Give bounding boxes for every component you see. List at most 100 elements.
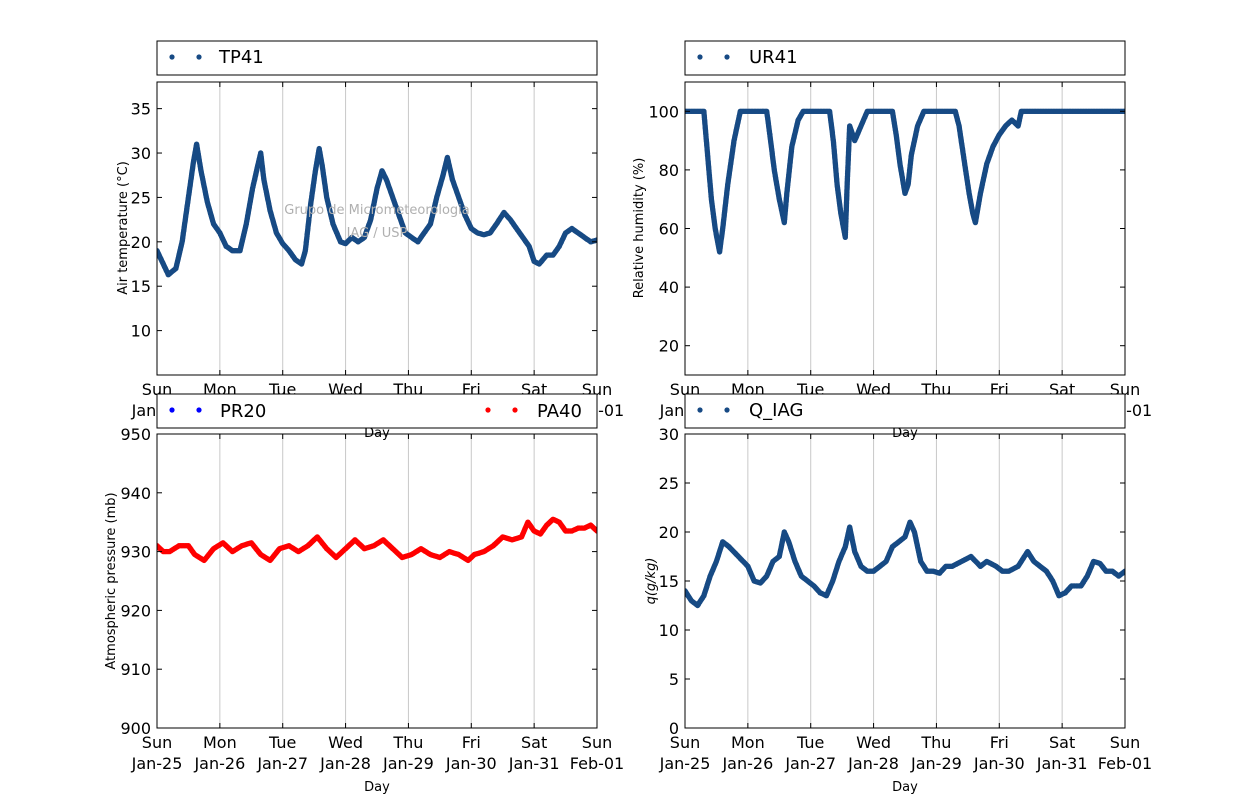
legend-marker <box>485 407 491 413</box>
y-tick-label: 5 <box>669 670 679 689</box>
x-tick-label: Sat <box>521 733 547 752</box>
legend-marker <box>697 407 703 413</box>
x-tick-label: Jan-25 <box>659 754 711 773</box>
y-tick-label: 910 <box>120 660 151 679</box>
series-points <box>157 516 597 564</box>
x-tick-label: Sun <box>670 733 700 752</box>
y-tick-label: 950 <box>120 425 151 444</box>
data-point <box>1122 568 1125 574</box>
x-tick-label: Wed <box>328 733 363 752</box>
x-tick-label: Jan-25 <box>131 754 183 773</box>
x-axis-label: Day <box>364 780 390 795</box>
x-tick-label: Jan-27 <box>784 754 836 773</box>
legend-marker <box>169 54 175 60</box>
y-tick-label: 900 <box>120 719 151 738</box>
watermark-line1: Grupo de Micrometeorologia <box>284 203 470 218</box>
chart-q-iag: 0 5 10 15 20 25 30 Sun Jan-25 Mon Jan-26 Tue Jan-27 W… <box>644 425 1152 795</box>
legend-box <box>684 393 1126 429</box>
y-tick-label: 30 <box>659 425 679 444</box>
plot-area-pressure: 900 910 920 930 940 950 Sun Jan-25 Mon Jan-26 Tue J… <box>120 425 624 773</box>
x-tick-label: Fri <box>462 733 481 752</box>
y-tick-label: 15 <box>131 277 151 296</box>
y-tick-label: 35 <box>131 100 151 119</box>
y-tick-label: 40 <box>659 278 679 297</box>
legend-label: Q_IAG <box>749 400 803 421</box>
y-tick-label: 60 <box>659 220 679 239</box>
legend-marker <box>512 407 518 413</box>
legend-box <box>156 393 598 429</box>
x-tick-label: Thu <box>392 733 423 752</box>
x-tick-label: Jan-30 <box>445 754 497 773</box>
y-tick-label: 20 <box>659 523 679 542</box>
data-point <box>594 528 597 534</box>
y-tick-label: 80 <box>659 161 679 180</box>
watermark-line2: IAG / USP <box>347 226 408 241</box>
x-tick-label: Wed <box>856 733 891 752</box>
x-tick-label: Sun <box>1110 733 1140 752</box>
y-tick-label: 25 <box>659 474 679 493</box>
plot-area-q-iag: 0 5 10 15 20 25 30 Sun Jan-25 Mon Jan-26 Tue Jan-27 W… <box>659 425 1153 773</box>
legend-label: TP41 <box>218 47 264 68</box>
legend-box <box>156 40 598 76</box>
x-tick-label: Tue <box>796 733 824 752</box>
y-tick-label: 10 <box>659 621 679 640</box>
x-tick-label: Tue <box>268 733 296 752</box>
x-tick-label: Jan-29 <box>382 754 434 773</box>
x-tick-label: Mon <box>203 733 237 752</box>
legend-label: PA40 <box>537 401 582 422</box>
y-axis-label: Air temperature (°C) <box>116 161 131 295</box>
y-tick-label: 15 <box>659 572 679 591</box>
legend-q-iag: Q_IAG <box>684 393 1126 429</box>
series-points <box>685 519 1125 609</box>
legend-marker <box>724 54 730 60</box>
y-tick-label: 20 <box>131 233 151 252</box>
legend-marker <box>169 407 175 413</box>
legend-marker <box>196 407 202 413</box>
legend-marker <box>724 407 730 413</box>
y-tick-label: 25 <box>131 188 151 207</box>
x-tick-label: Mon <box>731 733 765 752</box>
x-tick-label: Thu <box>920 733 951 752</box>
x-tick-label: Jan-27 <box>256 754 308 773</box>
x-tick-label: Feb-01 <box>1098 754 1152 773</box>
y-axis-label: q(g/kg) <box>644 558 659 605</box>
x-tick-label: Fri <box>990 733 1009 752</box>
legend-ur41: UR41 <box>684 40 1126 76</box>
x-tick-label: Jan-30 <box>973 754 1025 773</box>
y-tick-label: 940 <box>120 484 151 503</box>
axes-frame <box>156 433 598 729</box>
axes-frame <box>156 81 598 376</box>
x-tick-label: Jan-31 <box>508 754 560 773</box>
series-points <box>157 141 597 278</box>
x-tick-label: Jan-28 <box>847 754 899 773</box>
x-tick-label: Jan-26 <box>721 754 773 773</box>
y-tick-label: 30 <box>131 144 151 163</box>
y-axis-label: Atmospheric pressure (mb) <box>104 492 119 669</box>
y-tick-label: 10 <box>131 322 151 341</box>
y-tick-label: 20 <box>659 337 679 356</box>
x-tick-label: Sun <box>582 733 612 752</box>
x-tick-label: Feb-01 <box>570 754 624 773</box>
x-tick-label: Jan-28 <box>319 754 371 773</box>
legend-pressure: PR20 PA40 <box>156 393 598 429</box>
y-tick-label: 100 <box>648 102 679 121</box>
y-tick-label: 0 <box>669 719 679 738</box>
y-axis-label: Relative humidity (%) <box>632 158 647 299</box>
x-tick-label: Jan-26 <box>193 754 245 773</box>
chart-pressure: 900 910 920 930 940 950 Sun Jan-25 Mon Jan-26 Tue J… <box>104 425 624 795</box>
x-tick-label: Jan-31 <box>1036 754 1088 773</box>
x-tick-label: Sun <box>142 733 172 752</box>
x-tick-label: Jan-29 <box>910 754 962 773</box>
y-tick-label: 920 <box>120 601 151 620</box>
legend-label: UR41 <box>749 47 798 68</box>
x-axis-label: Day <box>892 780 918 795</box>
legend-marker <box>196 54 202 60</box>
series-points <box>685 108 1125 255</box>
legend-box <box>684 40 1126 76</box>
legend-label: PR20 <box>220 401 266 422</box>
legend-tp41: TP41 <box>156 40 598 76</box>
x-tick-label: Sat <box>1049 733 1075 752</box>
legend-marker <box>697 54 703 60</box>
y-tick-label: 930 <box>120 543 151 562</box>
